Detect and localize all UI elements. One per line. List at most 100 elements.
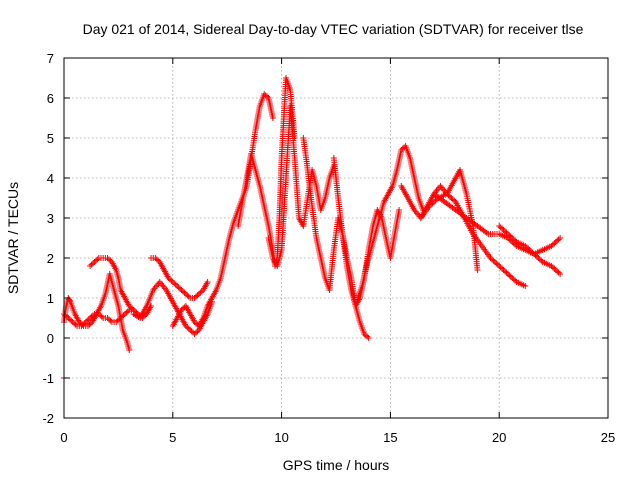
data-point: [507, 273, 514, 280]
series-arc-6: [169, 91, 276, 329]
data-point: [528, 248, 535, 255]
data-point: [398, 147, 405, 153]
data-point: [429, 200, 436, 207]
data-point: [396, 207, 403, 213]
data-point: [166, 276, 173, 283]
data-point: [165, 275, 172, 281]
data-point: [504, 271, 511, 277]
data-point: [502, 268, 509, 275]
data-point: [506, 232, 513, 239]
data-point: [71, 320, 78, 327]
y-tick-label: 3: [47, 211, 54, 226]
data-point: [502, 228, 509, 235]
series-arc-4: [148, 255, 211, 301]
plot-frame: [63, 57, 609, 419]
data-point: [529, 249, 536, 256]
data-point: [90, 260, 97, 267]
data-point: [426, 203, 433, 209]
data-point: [194, 292, 201, 299]
data-point: [85, 316, 92, 323]
data-point: [549, 264, 556, 271]
data-point: [84, 323, 91, 329]
x-axis-label: GPS time / hours: [283, 457, 390, 473]
data-point: [262, 92, 269, 99]
data-point: [193, 320, 200, 327]
y-tick-label: 0: [47, 331, 54, 346]
data-point: [185, 325, 192, 332]
data-point: [445, 192, 452, 199]
data-point: [92, 257, 99, 264]
x-tick-label: 5: [169, 430, 176, 445]
data-point: [114, 317, 121, 324]
data-point: [174, 283, 181, 289]
data-point: [361, 331, 368, 337]
data-point: [88, 261, 95, 268]
data-point: [193, 293, 200, 300]
data-point: [119, 313, 126, 320]
data-point: [552, 239, 559, 245]
axis-ticks: 0 5 10 15 20 25 -2 -1 0 1 2 3 4 5 6 7: [42, 51, 615, 445]
data-point: [555, 269, 562, 276]
y-tick-label: -2: [42, 411, 54, 426]
data-point: [512, 237, 519, 244]
data-point: [490, 257, 497, 264]
data-point: [153, 256, 160, 263]
data-point: [548, 263, 555, 269]
data-point: [488, 256, 495, 263]
data-point: [116, 316, 123, 323]
data-point: [177, 285, 184, 292]
data-point: [509, 235, 516, 241]
data-point: [195, 291, 202, 297]
data-point: [428, 201, 435, 208]
data-point: [97, 312, 104, 319]
series-arc-15: [496, 223, 564, 277]
y-axis-label: SDTVAR / TECUs: [5, 182, 21, 294]
data-point: [66, 316, 73, 323]
series-arc-14: [430, 191, 564, 257]
data-point: [184, 324, 191, 331]
y-tick-label: 7: [47, 51, 54, 66]
data-point: [522, 283, 529, 289]
data-point: [261, 91, 268, 97]
data-point: [188, 328, 195, 335]
data-point: [532, 252, 539, 259]
data-point: [552, 267, 559, 273]
data-series: [61, 75, 564, 381]
data-point: [121, 311, 128, 317]
x-tick-label: 0: [60, 430, 67, 445]
data-point: [446, 193, 453, 200]
data-point: [78, 323, 85, 329]
data-point: [181, 289, 188, 296]
data-point: [269, 115, 276, 121]
data-point: [86, 321, 93, 328]
data-point: [179, 305, 186, 312]
data-point: [531, 251, 538, 257]
data-point: [82, 319, 89, 325]
data-point: [504, 231, 511, 237]
series-arc-3: [61, 303, 155, 329]
data-point: [65, 315, 72, 321]
data-point: [68, 317, 75, 324]
data-point: [117, 315, 124, 321]
data-point: [178, 307, 185, 313]
series-arc-10: [330, 155, 403, 309]
data-point: [91, 259, 98, 265]
data-point: [72, 321, 79, 328]
data-point: [487, 255, 494, 261]
y-tick-label: 2: [47, 251, 54, 266]
data-point: [451, 197, 458, 204]
data-point: [152, 255, 159, 261]
data-point: [523, 244, 530, 251]
data-point: [104, 315, 111, 321]
data-point: [129, 305, 136, 312]
data-point: [123, 309, 130, 316]
data-point: [496, 263, 503, 269]
data-point: [197, 289, 204, 296]
x-tick-label: 10: [274, 430, 288, 445]
chart-title: Day 021 of 2014, Sidereal Day-to-day VTE…: [83, 21, 584, 37]
data-point: [557, 235, 564, 241]
y-tick-label: -1: [42, 371, 54, 386]
series-arc-8: [265, 103, 337, 269]
data-point: [551, 240, 558, 247]
